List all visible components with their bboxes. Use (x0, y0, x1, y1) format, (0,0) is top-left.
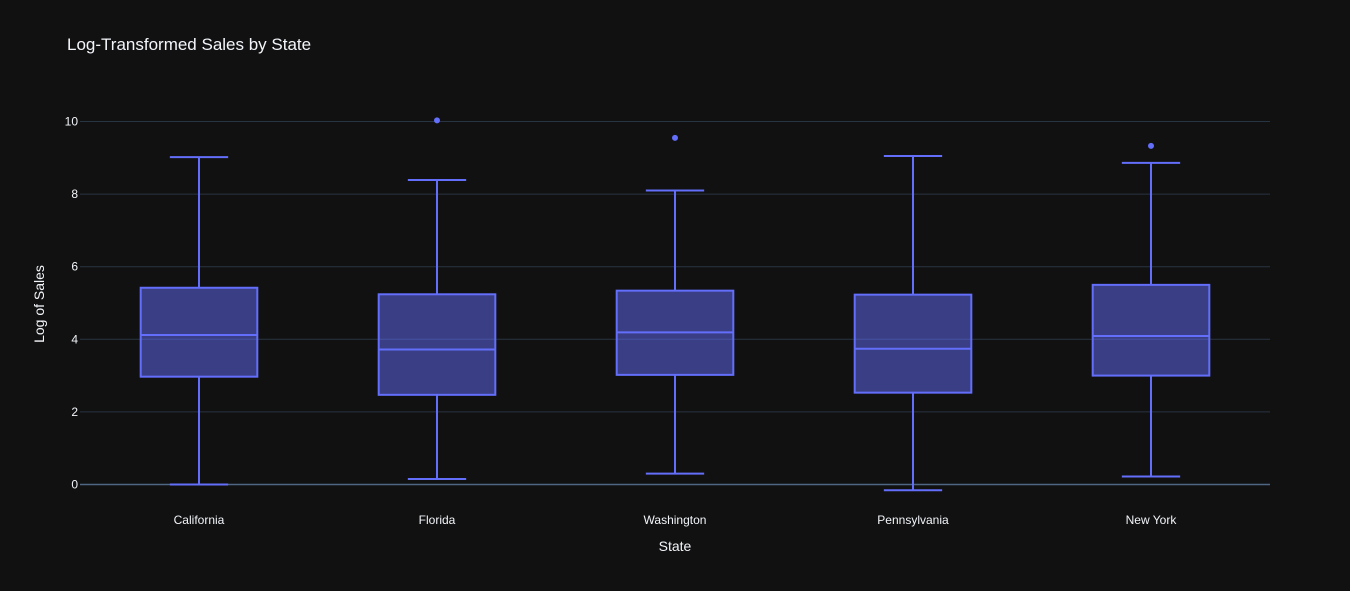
x-tick-label: Pennsylvania (877, 513, 949, 527)
box-new-york[interactable] (1091, 142, 1211, 478)
y-tick-label: 0 (71, 478, 78, 492)
x-tick-label: Washington (644, 513, 707, 527)
iqr-box[interactable] (377, 293, 497, 396)
box-california[interactable] (139, 156, 259, 486)
iqr-box[interactable] (139, 286, 259, 378)
y-tick-label: 4 (71, 332, 78, 346)
x-tick-label: Florida (419, 513, 456, 527)
y-tick-label: 8 (71, 187, 78, 201)
x-axis-title: State (659, 538, 692, 554)
box-washington[interactable] (615, 134, 735, 475)
x-tick-label: New York (1126, 513, 1178, 527)
y-tick-label: 6 (71, 260, 78, 274)
outlier-point[interactable] (1148, 142, 1154, 149)
y-tick-label: 2 (71, 405, 78, 419)
iqr-box[interactable] (1091, 283, 1211, 377)
x-tick-labels: California Florida Washington Pennsylvania N… (174, 513, 1178, 527)
chart-title: Log-Transformed Sales by State (67, 35, 311, 54)
box-florida[interactable] (377, 117, 497, 481)
iqr-box[interactable] (853, 293, 973, 394)
y-axis-title: Log of Sales (31, 265, 47, 343)
y-tick-labels: 0 2 4 6 8 10 (65, 115, 79, 492)
y-tick-label: 10 (65, 115, 79, 129)
box-traces[interactable] (139, 117, 1211, 492)
outlier-point[interactable] (672, 134, 678, 141)
x-tick-label: California (174, 513, 225, 527)
box-pennsylvania[interactable] (853, 154, 973, 492)
outlier-point[interactable] (434, 117, 440, 124)
